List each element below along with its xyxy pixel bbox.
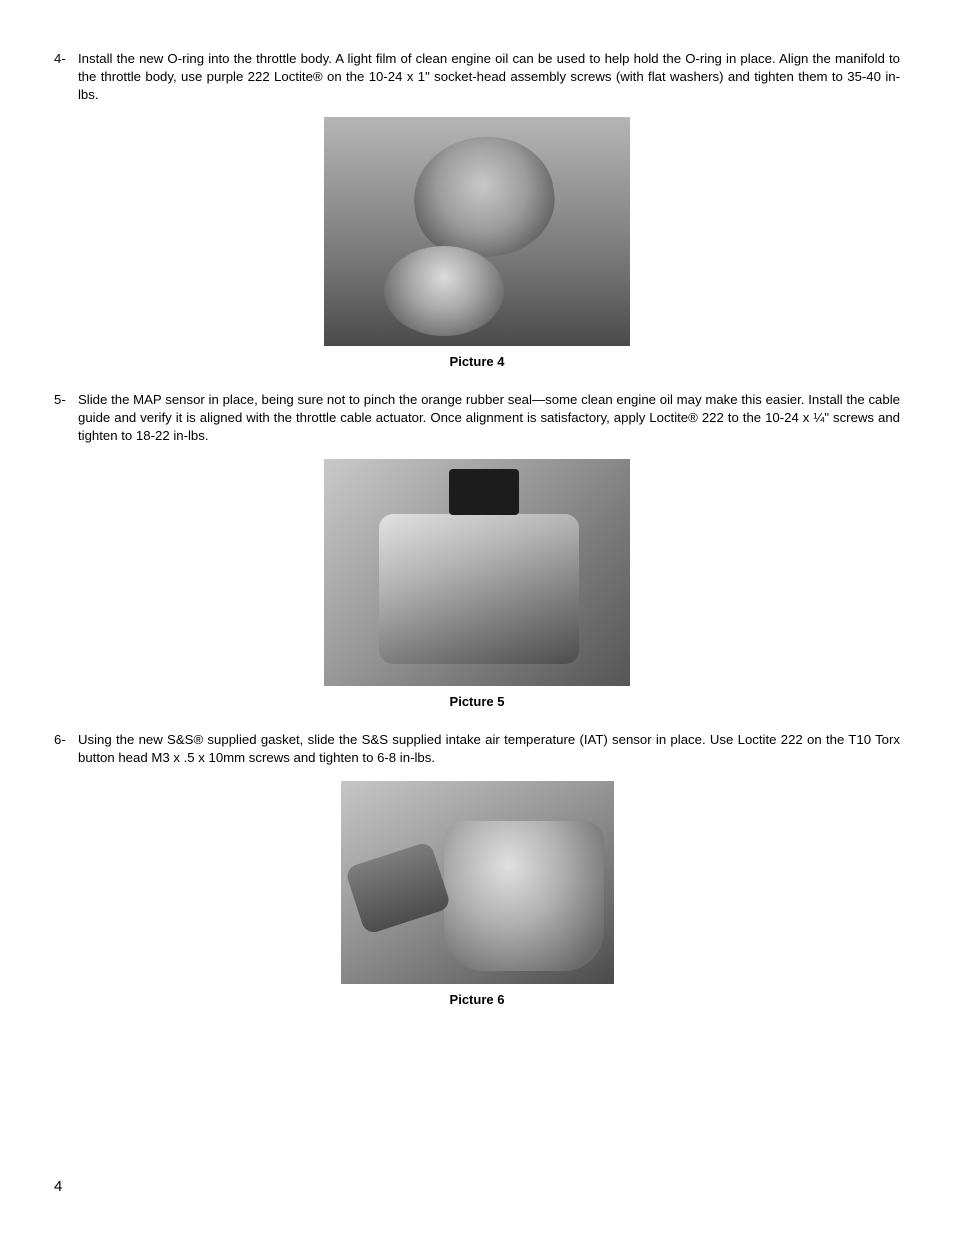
step-4-text: Install the new O-ring into the throttle… [78, 50, 900, 103]
picture-4-image [324, 117, 630, 346]
figure-4: Picture 4 [54, 117, 900, 369]
step-5-number: 5- [54, 391, 78, 409]
figure-6: Picture 6 [54, 781, 900, 1007]
step-6-number: 6- [54, 731, 78, 749]
step-4-number: 4- [54, 50, 78, 68]
figure-5: Picture 5 [54, 459, 900, 709]
step-4: 4- Install the new O-ring into the throt… [54, 50, 900, 103]
picture-4-caption: Picture 4 [54, 354, 900, 369]
step-5: 5- Slide the MAP sensor in place, being … [54, 391, 900, 444]
picture-5-image [324, 459, 630, 686]
step-6: 6- Using the new S&S® supplied gasket, s… [54, 731, 900, 767]
page: 4- Install the new O-ring into the throt… [0, 0, 954, 1235]
step-6-text: Using the new S&S® supplied gasket, slid… [78, 731, 900, 767]
picture-6-caption: Picture 6 [54, 992, 900, 1007]
page-number: 4 [54, 1178, 62, 1195]
picture-6-image [341, 781, 614, 984]
picture-5-caption: Picture 5 [54, 694, 900, 709]
step-5-text: Slide the MAP sensor in place, being sur… [78, 391, 900, 444]
